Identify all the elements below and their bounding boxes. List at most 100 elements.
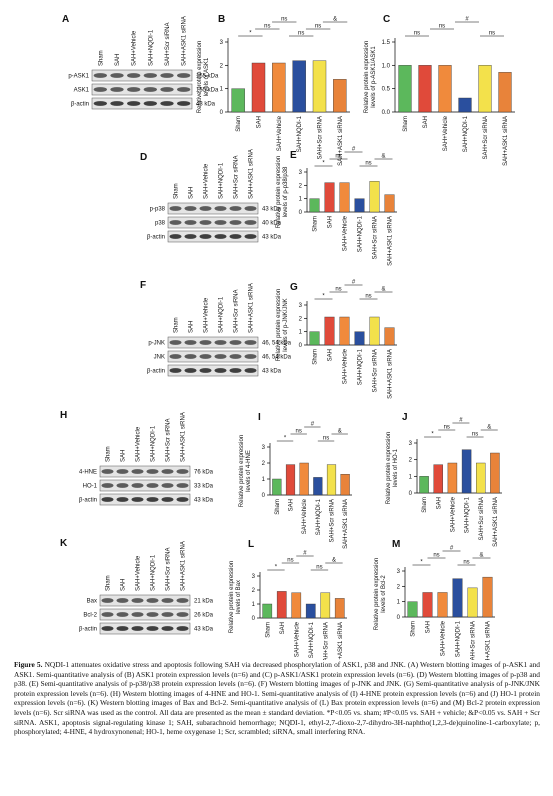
- blot-strip: [167, 202, 259, 215]
- blot-band: [116, 612, 129, 617]
- bar: [369, 181, 380, 213]
- sig-label: #: [303, 551, 307, 557]
- lane-label: SAH+Scr siRNA: [165, 22, 171, 66]
- blot-band: [214, 340, 227, 345]
- sig-label: *: [284, 436, 287, 442]
- kda-label: 33 kDa: [194, 484, 214, 490]
- sig-label: ns: [323, 436, 329, 442]
- y-axis-label: levels of HO-1: [393, 448, 399, 487]
- blot-band: [101, 497, 114, 502]
- panel-letter: J: [402, 412, 408, 423]
- sig-label: ns: [365, 294, 371, 300]
- blot-band: [116, 626, 129, 631]
- y-tick-label: 0: [299, 343, 303, 349]
- blot-strip: [99, 622, 191, 635]
- bar: [292, 60, 306, 113]
- bar: [339, 182, 350, 213]
- panel-letter: B: [218, 14, 225, 25]
- bar: [309, 331, 320, 346]
- blot-band: [127, 101, 141, 106]
- lane-label: Sham: [174, 183, 180, 199]
- row-label: β-actin: [71, 102, 89, 108]
- panel-letter: C: [383, 14, 390, 25]
- blot-band: [116, 598, 129, 603]
- blot-band: [214, 234, 227, 239]
- x-tick-label: SAH+Vehicle: [450, 496, 456, 532]
- blot-strip: [99, 465, 191, 478]
- row-label: Bax: [87, 599, 97, 605]
- row-label: p-p38: [150, 207, 166, 213]
- caption-label: Figure 5.: [14, 660, 43, 669]
- y-tick-label: 0: [252, 616, 256, 622]
- panel-letter: F: [140, 280, 146, 291]
- sig-label: ns: [463, 560, 469, 566]
- y-axis-label: Relative protein expression: [386, 432, 392, 504]
- x-tick-label: SAH+NQDI-1: [358, 348, 364, 385]
- blot-band: [146, 626, 159, 631]
- lane-label: SAH: [189, 321, 195, 333]
- kda-label: 26 kDa: [194, 613, 214, 619]
- blot-band: [161, 626, 174, 631]
- blot-band: [244, 354, 257, 359]
- y-tick-label: 1.5: [382, 40, 391, 46]
- bar: [419, 476, 429, 494]
- bar: [476, 462, 486, 494]
- row-label: p38: [155, 221, 166, 227]
- row-label: p-ASK1: [68, 74, 89, 80]
- lane-label: SAH+Vehicle: [204, 297, 210, 333]
- y-tick-label: 2: [262, 461, 266, 467]
- panel-letter: A: [62, 14, 69, 25]
- row-label: ASK1: [74, 88, 90, 94]
- y-tick-label: 0: [409, 491, 413, 497]
- kda-label: 40 kDa: [262, 221, 282, 227]
- bar: [340, 474, 350, 496]
- bar: [407, 601, 418, 618]
- blot-band: [184, 354, 197, 359]
- bar: [438, 65, 452, 113]
- bar: [276, 591, 287, 619]
- lane-label: SAH+ASK1 siRNA: [249, 283, 255, 333]
- kda-label: 46, 54 kDa: [262, 355, 292, 361]
- bar: [482, 576, 493, 618]
- blot-strip: [99, 479, 191, 492]
- lane-label: SAH+NQDI-1: [219, 162, 225, 199]
- blot-band: [229, 220, 242, 225]
- x-tick-label: SAH: [280, 622, 286, 634]
- bar: [369, 316, 380, 346]
- blot-band: [110, 87, 124, 92]
- blot-band: [101, 612, 114, 617]
- sig-label: ns: [296, 429, 302, 435]
- x-tick-label: SAH+Vehicle: [441, 620, 447, 656]
- bar: [433, 464, 443, 494]
- sig-label: ns: [414, 31, 420, 37]
- sig-label: *: [322, 294, 325, 300]
- sig-label: ns: [489, 31, 495, 37]
- blot-band: [199, 354, 212, 359]
- x-tick-label: SAH+NQDI-1: [297, 115, 303, 152]
- kda-label: 43 kDa: [262, 369, 282, 375]
- sig-label: #: [450, 546, 454, 552]
- x-tick-label: SAH: [257, 116, 263, 128]
- y-tick-label: 2: [299, 183, 303, 189]
- lane-label: SAH+NQDI-1: [219, 296, 225, 333]
- y-axis-label: Relative protein expression: [364, 41, 370, 113]
- sig-label: #: [311, 422, 315, 428]
- x-tick-label: SAH+NQDI-1: [358, 215, 364, 252]
- y-tick-label: 0.5: [382, 87, 391, 93]
- x-tick-label: SAH+Vehicle: [343, 348, 349, 384]
- blot-band: [110, 73, 124, 78]
- y-tick-label: 1: [409, 474, 413, 480]
- blot-band: [184, 234, 197, 239]
- x-tick-label: SAH+Vehicle: [343, 215, 349, 251]
- sig-label: ns: [335, 287, 341, 293]
- x-tick-label: Sham: [313, 216, 319, 232]
- y-tick-label: 3: [299, 303, 303, 309]
- blot-strip: [91, 69, 193, 82]
- blot-band: [127, 73, 141, 78]
- blot-band: [131, 612, 144, 617]
- caption: Figure 5. NQDI-1 attenuates oxidative st…: [14, 660, 540, 737]
- row-label: β-actin: [147, 235, 165, 241]
- blot-band: [143, 87, 157, 92]
- lane-label: SAH+Scr siRNA: [234, 289, 240, 333]
- bar: [251, 62, 266, 113]
